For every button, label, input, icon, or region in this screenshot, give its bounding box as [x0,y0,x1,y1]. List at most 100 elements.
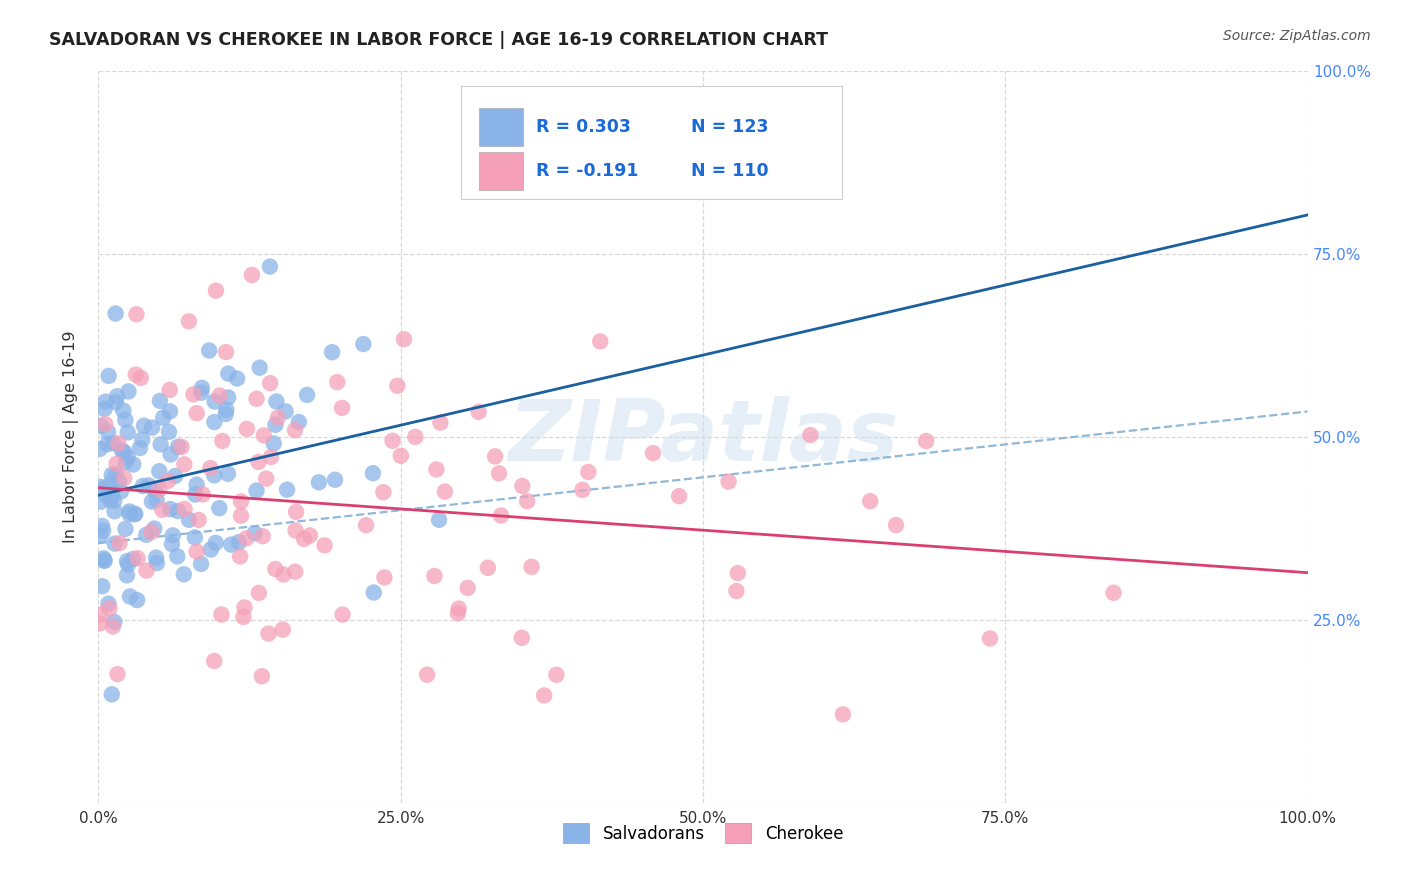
Point [433,484,456,499]
Point [114,413,136,427]
Point [211,607,233,622]
Legend: Salvadorans, Cherokee: Salvadorans, Cherokee [555,817,851,849]
Point [104,467,127,482]
Point [145,550,167,565]
Point [321,345,343,359]
Point [457,581,479,595]
Point [167,504,190,518]
Point [117,558,139,572]
Point [467,405,489,419]
Point [141,420,163,434]
Point [389,449,412,463]
Text: Source: ZipAtlas.com: Source: ZipAtlas.com [1223,29,1371,43]
Point [190,557,212,571]
Point [416,667,439,681]
Point [125,307,148,321]
Point [96,489,118,503]
Point [117,384,139,399]
Point [363,585,385,599]
Point [191,487,214,501]
Point [245,483,267,498]
Point [111,443,134,458]
Point [97,597,120,611]
Point [91,519,114,533]
Point [266,394,288,409]
Point [202,415,225,429]
Point [186,477,208,491]
Point [354,518,377,533]
Point [264,417,287,432]
Point [247,586,270,600]
Point [215,345,238,359]
Point [232,610,254,624]
Point [520,559,543,574]
Text: ZIPatlas: ZIPatlas [508,395,898,479]
Point [152,410,174,425]
Point [105,389,128,403]
Point [159,383,181,397]
Point [129,371,152,385]
Point [429,416,451,430]
Point [190,385,212,400]
Point [103,504,125,518]
Point [117,450,139,465]
Point [259,260,281,274]
Point [148,483,170,497]
Point [217,367,239,381]
FancyBboxPatch shape [461,86,842,200]
Point [108,475,131,489]
Point [447,601,470,615]
Point [135,564,157,578]
Point [93,554,115,568]
Point [198,343,221,358]
Point [330,401,353,415]
Point [148,464,170,478]
Point [571,483,593,497]
Point [159,404,181,418]
Point [247,455,270,469]
Point [288,415,311,429]
Point [91,524,114,538]
Point [146,556,169,570]
Point [200,542,222,557]
Point [118,504,141,518]
Point [215,407,238,421]
Point [165,469,187,483]
Point [516,494,538,508]
Point [229,549,252,564]
Point [89,442,111,456]
Point [90,418,112,433]
Point [915,434,938,448]
Point [254,472,277,486]
Text: R = -0.191: R = -0.191 [536,161,638,180]
Point [93,482,115,496]
Point [100,687,122,701]
Point [149,393,172,408]
Point [184,487,207,501]
Text: N = 110: N = 110 [690,161,769,180]
Point [236,422,259,436]
Point [101,436,124,450]
Point [245,392,267,406]
Point [160,537,183,551]
Point [884,518,907,533]
Point [484,450,506,464]
Point [184,531,207,545]
Point [177,513,200,527]
Point [447,607,470,621]
Point [98,476,121,491]
Point [103,494,125,508]
Point [114,455,136,469]
Point [93,401,115,416]
Point [240,268,263,282]
Point [141,525,163,540]
Point [159,502,181,516]
Point [97,425,120,439]
Point [127,593,149,607]
Point [276,483,298,497]
Point [284,423,307,437]
FancyBboxPatch shape [479,152,523,190]
Point [94,394,117,409]
Point [91,579,114,593]
Point [217,467,239,481]
